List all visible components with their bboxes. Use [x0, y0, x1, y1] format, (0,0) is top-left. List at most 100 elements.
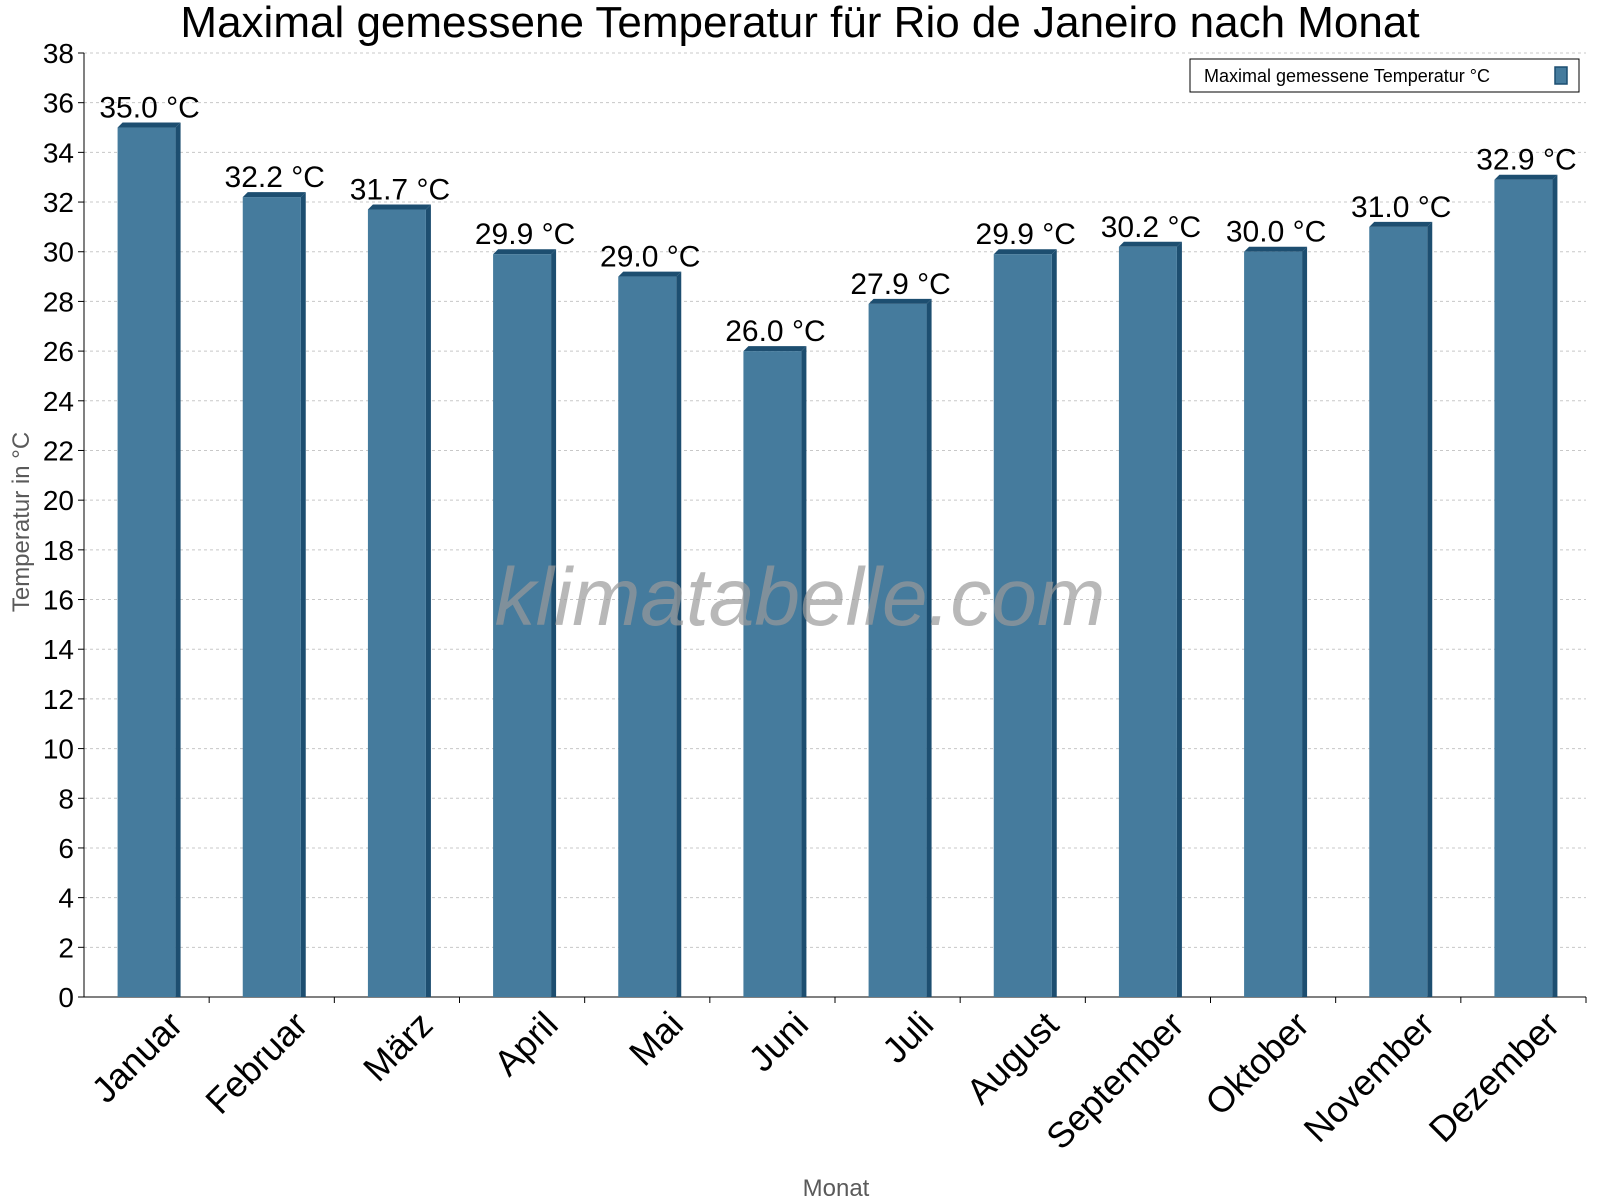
- y-tick-label: 32: [43, 187, 74, 218]
- bar-front: [1118, 246, 1177, 997]
- bar-front: [493, 254, 552, 997]
- bar-side: [926, 298, 932, 997]
- data-label: 29.0 °C: [600, 241, 700, 274]
- bar-top: [618, 271, 682, 277]
- bar-top: [367, 204, 431, 210]
- bar-side: [1552, 174, 1558, 998]
- bar-0: [117, 122, 181, 998]
- bar-side: [676, 271, 682, 997]
- y-tick-label: 30: [43, 237, 74, 268]
- y-tick-label: 34: [43, 137, 74, 168]
- bar-front: [743, 351, 802, 998]
- y-tick-label: 4: [58, 883, 74, 914]
- bar-front: [618, 276, 677, 997]
- bar-side: [551, 249, 557, 997]
- x-tick-labels: Januar Februar März April Mai Juni Juli AugustS…: [83, 1004, 1567, 1158]
- bar-front: [117, 127, 176, 998]
- data-label: 32.2 °C: [225, 161, 325, 194]
- x-tick-label: Februar: [197, 1004, 315, 1122]
- x-tick-label: September: [1038, 1004, 1192, 1158]
- legend: Maximal gemessene Temperatur °C: [1189, 58, 1580, 93]
- data-labels: 35.0 °C 32.2 °C 31.7 °C 29.9 °C 29.0 °C 26.0 …: [99, 92, 1576, 349]
- y-tick-label: 36: [43, 88, 74, 119]
- data-label: 31.0 °C: [1351, 191, 1451, 224]
- bar-top: [1369, 221, 1433, 227]
- bar-9: [1244, 246, 1308, 998]
- bar-front: [1369, 226, 1428, 998]
- bar-side: [300, 192, 306, 997]
- bar-side: [801, 346, 807, 998]
- data-label: 30.0 °C: [1226, 216, 1326, 249]
- y-tick-label: 18: [43, 535, 74, 566]
- bar-4: [618, 271, 682, 997]
- bar-side: [175, 122, 181, 998]
- x-tick-label: Oktober: [1197, 1004, 1317, 1124]
- legend-swatch: [1554, 66, 1568, 85]
- bar-1: [242, 192, 306, 997]
- y-tick-label: 38: [43, 38, 74, 69]
- bar-top: [1494, 174, 1558, 180]
- y-tick-label: 16: [43, 585, 74, 616]
- data-label: 35.0 °C: [99, 92, 199, 125]
- legend-label: Maximal gemessene Temperatur °C: [1204, 66, 1490, 86]
- bar-front: [367, 209, 426, 998]
- bar-top: [242, 192, 306, 198]
- y-tick-label: 14: [43, 634, 74, 665]
- x-tick-label: Januar: [83, 1004, 190, 1111]
- bar-top: [493, 249, 557, 255]
- x-axis-label: Monat: [803, 1175, 870, 1200]
- data-label: 31.7 °C: [350, 174, 450, 207]
- y-tick-label: 8: [58, 783, 74, 814]
- data-label: 29.9 °C: [976, 218, 1076, 251]
- bar-10: [1369, 221, 1433, 998]
- x-tick-label: November: [1295, 1004, 1441, 1150]
- watermark: klimatabelle.com: [495, 552, 1106, 643]
- bar-6: [868, 298, 932, 997]
- y-tick-label: 10: [43, 734, 74, 765]
- x-tick-label: Mai: [621, 1004, 691, 1074]
- bar-front: [993, 254, 1052, 997]
- data-label: 26.0 °C: [725, 315, 825, 348]
- bar-side: [1302, 246, 1308, 998]
- bar-11: [1494, 174, 1558, 998]
- y-tick-label: 28: [43, 286, 74, 317]
- bar-side: [1427, 221, 1433, 998]
- bar-top: [868, 298, 932, 304]
- data-label: 30.2 °C: [1101, 211, 1201, 244]
- bar-top: [1244, 246, 1308, 252]
- bar-side: [1051, 249, 1057, 997]
- y-tick-label: 20: [43, 485, 74, 516]
- y-tick-label: 24: [43, 386, 74, 417]
- bar-2: [367, 204, 431, 998]
- x-tick-label: März: [355, 1004, 441, 1090]
- bar-side: [425, 204, 431, 998]
- bar-top: [743, 346, 807, 352]
- bar-top: [117, 122, 181, 128]
- y-tick-label: 2: [58, 932, 74, 963]
- y-tick-label: 22: [43, 435, 74, 466]
- bar-8: [1118, 241, 1182, 997]
- x-tick-label: Dezember: [1421, 1004, 1567, 1150]
- bar-5: [743, 346, 807, 998]
- y-axis-label: Temperatur in °C: [8, 432, 35, 612]
- data-label: 29.9 °C: [475, 218, 575, 251]
- grid-lines: [84, 52, 1586, 948]
- y-tick-label: 6: [58, 833, 74, 864]
- bar-top: [1118, 241, 1182, 247]
- x-tick-label: April: [486, 1004, 566, 1084]
- legend-box: [1189, 58, 1580, 93]
- bar-side: [1176, 241, 1182, 997]
- bar-3: [493, 249, 557, 997]
- bar-top: [993, 249, 1057, 255]
- bar-front: [1244, 251, 1303, 998]
- x-tick-label: Juli: [874, 1004, 941, 1071]
- x-tick-label: August: [958, 1004, 1066, 1112]
- axes: [78, 52, 1587, 1003]
- bar-front: [242, 197, 301, 997]
- bar-front: [868, 303, 927, 997]
- y-tick-label: 0: [58, 982, 74, 1013]
- x-tick-label: Juni: [740, 1004, 816, 1080]
- data-label: 27.9 °C: [850, 268, 950, 301]
